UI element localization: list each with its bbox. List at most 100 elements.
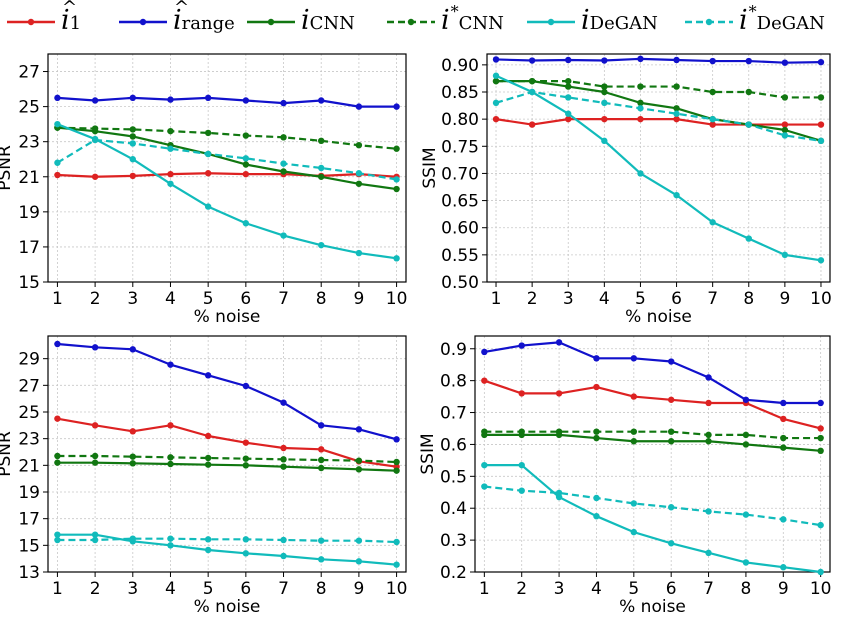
- data-point-icnn: [673, 105, 680, 112]
- series-line-icnn_star: [484, 430, 821, 440]
- series-idegan_star: [54, 136, 400, 183]
- data-point-icnn_star: [204, 454, 212, 462]
- data-point-idegan_star: [129, 535, 136, 542]
- x-tick-label: 5: [203, 289, 214, 309]
- legend-item-i1: i1: [5, 0, 125, 40]
- data-point-icnn_star: [667, 428, 675, 435]
- data-point-i1: [204, 432, 212, 440]
- data-point-idegan_star: [781, 132, 789, 139]
- data-point-idegan: [242, 550, 250, 557]
- data-point-idegan: [742, 559, 750, 566]
- data-point-icnn_star: [481, 428, 488, 435]
- series-irange: [54, 340, 400, 443]
- series-icnn_star: [54, 452, 400, 466]
- data-point-irange: [673, 56, 680, 64]
- y-tick-label: 0.9: [440, 340, 467, 360]
- data-point-idegan_star: [204, 150, 212, 158]
- y-tick-label: 17: [18, 510, 40, 530]
- data-point-icnn_star: [817, 434, 824, 442]
- y-tick-label: 19: [18, 483, 40, 503]
- y-tick-label: 0.75: [441, 137, 479, 157]
- data-point-i1: [280, 444, 287, 452]
- data-point-idegan_star: [492, 99, 500, 107]
- data-point-irange: [355, 103, 363, 110]
- data-point-irange: [555, 339, 563, 346]
- data-point-icnn_star: [355, 457, 363, 464]
- data-point-idegan_star: [242, 155, 250, 162]
- data-point-idegan: [593, 512, 600, 520]
- data-point-icnn: [129, 460, 136, 467]
- data-point-icnn: [393, 185, 400, 193]
- data-point-icnn_star: [630, 428, 638, 435]
- data-point-icnn: [318, 464, 325, 472]
- x-tick-label: 1: [52, 579, 63, 599]
- series-line-icnn: [496, 80, 822, 142]
- series-line-i1: [57, 417, 397, 468]
- data-point-idegan_star: [167, 535, 174, 542]
- x-tick-label: 2: [90, 289, 101, 309]
- data-point-irange: [393, 103, 400, 110]
- legend-label-irange: irange: [173, 0, 235, 39]
- data-point-icnn: [742, 441, 750, 448]
- series-line-irange: [484, 341, 821, 405]
- data-point-icnn: [167, 460, 174, 468]
- data-point-irange: [705, 374, 712, 381]
- data-point-irange: [781, 59, 789, 66]
- data-point-irange: [91, 344, 99, 351]
- legend-item-icnn: iCNN: [245, 4, 395, 40]
- data-point-irange: [667, 358, 675, 365]
- data-point-idegan_star: [355, 170, 363, 177]
- x-tick-label: 2: [527, 289, 538, 309]
- y-tick-label: 15: [18, 536, 40, 556]
- data-point-icnn: [129, 133, 136, 140]
- y-tick-label: 0.65: [441, 192, 479, 212]
- data-point-irange: [318, 97, 325, 104]
- legend-item-irange: irange: [117, 0, 277, 40]
- legend-label-i1: i1: [61, 0, 81, 39]
- data-point-irange: [637, 55, 644, 63]
- data-point-idegan: [204, 546, 212, 554]
- data-point-i1: [481, 377, 488, 384]
- data-point-idegan_star: [555, 489, 563, 497]
- x-tick-label: 9: [353, 579, 364, 599]
- data-point-idegan_star: [593, 494, 600, 502]
- legend-swatch-icnn-star: [387, 18, 435, 26]
- data-point-i1: [242, 170, 250, 178]
- data-point-icnn_star: [492, 77, 500, 85]
- data-point-irange: [745, 57, 752, 65]
- data-point-idegan_star: [673, 110, 680, 117]
- data-point-irange: [54, 340, 61, 348]
- data-point-icnn_star: [54, 452, 61, 460]
- x-axis-label: % noise: [194, 597, 261, 617]
- data-point-i1: [54, 415, 61, 422]
- data-point-i1: [555, 390, 563, 397]
- data-point-idegan_star: [780, 516, 787, 523]
- data-point-irange: [709, 57, 716, 65]
- data-point-idegan_star: [393, 176, 400, 183]
- series-line-i1: [57, 172, 397, 178]
- data-point-i1: [242, 439, 250, 446]
- data-point-icnn: [280, 463, 287, 470]
- data-point-i1: [54, 171, 61, 179]
- legend-swatch-idegan-star: [685, 18, 733, 26]
- data-point-icnn_star: [817, 94, 825, 101]
- x-tick-label: 10: [810, 289, 832, 309]
- x-tick-label: 7: [707, 289, 718, 309]
- data-point-icnn_star: [393, 458, 400, 466]
- data-point-idegan: [601, 137, 608, 145]
- data-point-irange: [167, 361, 174, 368]
- y-tick-label: 27: [18, 63, 40, 83]
- data-point-idegan_star: [705, 508, 712, 515]
- x-tick-label: 6: [671, 289, 682, 309]
- data-point-icnn: [593, 434, 600, 442]
- x-tick-label: 9: [778, 579, 789, 599]
- series-line-idegan: [57, 533, 397, 566]
- data-point-idegan: [54, 531, 61, 538]
- data-point-icnn_star: [167, 454, 174, 461]
- legend-item-idegan: iDeGAN: [525, 4, 695, 40]
- data-point-idegan: [242, 220, 250, 227]
- data-point-idegan_star: [518, 487, 525, 494]
- legend-label-idegan: iDeGAN: [581, 5, 658, 36]
- data-point-idegan_star: [167, 145, 174, 152]
- plot-frame: [486, 53, 831, 283]
